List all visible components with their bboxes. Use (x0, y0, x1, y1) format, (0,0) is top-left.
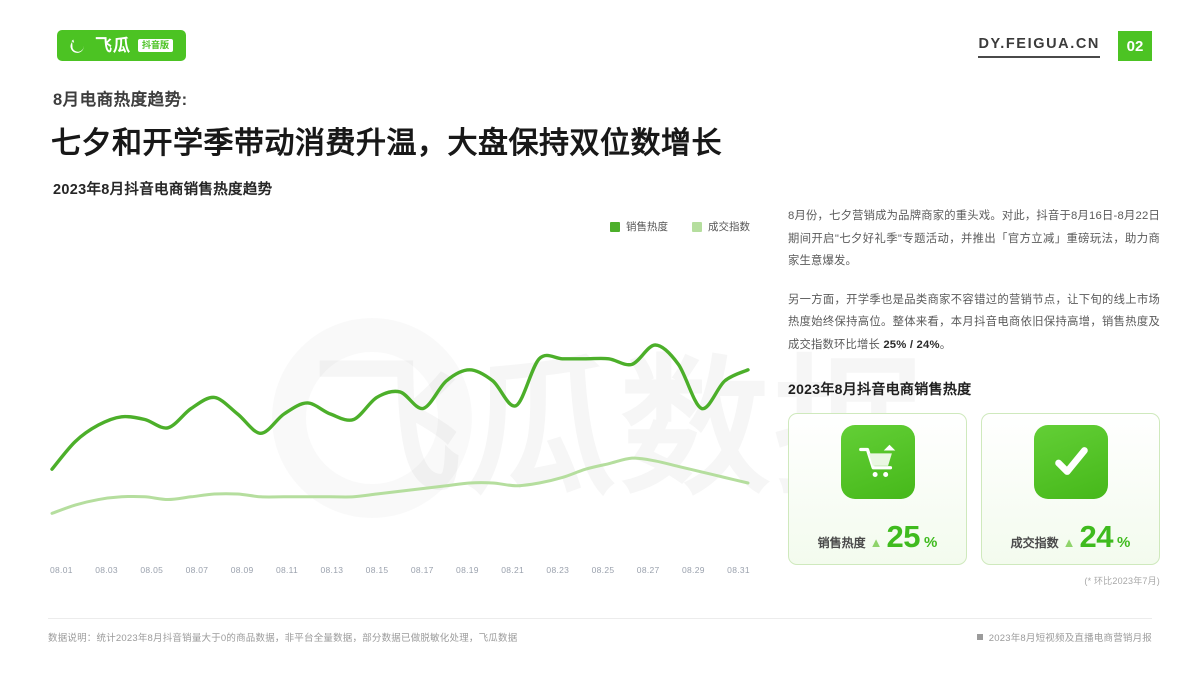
x-axis-tick: 08.13 (320, 565, 344, 575)
kpi-card-index-footer: 成交指数 ▲ 24 % (1011, 521, 1131, 552)
x-axis-tick: 08.21 (501, 565, 525, 575)
kpi-section-title: 2023年8月抖音电商销售热度 (788, 380, 972, 397)
check-mark-icon (1033, 425, 1108, 500)
legend-item-sales[interactable]: 销售热度 (610, 219, 668, 234)
legend-swatch-sales (610, 221, 620, 232)
x-axis-tick: 08.27 (636, 565, 660, 575)
trend-up-arrow-icon: ▲ (1062, 535, 1076, 551)
x-axis-tick: 08.11 (275, 565, 299, 575)
kpi-label-index: 成交指数 (1010, 536, 1059, 551)
bullet-square-icon (976, 634, 983, 640)
kpi-card-sales-footer: 销售热度 ▲ 25 % (818, 521, 938, 552)
footer-report-name: 2023年8月短视频及直播电商营销月报 (976, 630, 1152, 644)
page-title: 七夕和开学季带动消费升温，大盘保持双位数增长 (51, 127, 722, 160)
kpi-unit-sales: % (924, 534, 938, 552)
paragraph-two: 另一方面，开学季也是品类商家不容错过的营销节点，让下旬的线上市场热度始终保持高位… (788, 289, 1160, 357)
kpi-value-sales: 25 (886, 519, 921, 555)
legend-label-index: 成交指数 (708, 221, 750, 233)
side-panel: 8月份，七夕营销成为品牌商家的重头戏。对此，抖音于8月16日-8月22日期间开启… (788, 205, 1160, 587)
footer-note: 数据说明：统计2023年8月抖音销量大于0的商品数据，非平台全量数据，部分数据已… (48, 633, 518, 644)
x-axis-tick: 08.09 (230, 565, 254, 575)
kpi-unit-index: % (1117, 534, 1131, 552)
paragraph-two-pre: 另一方面，开学季也是品类商家不容错过的营销节点，让下旬的线上市场热度始终保持高位… (788, 293, 1160, 351)
kpi-value-index: 24 (1079, 519, 1114, 555)
site-url: DY.FEIGUA.CN (978, 36, 1100, 58)
x-axis-tick: 08.29 (681, 565, 705, 575)
page-number-badge: 02 (1118, 31, 1152, 61)
footer-report-label: 2023年8月短视频及直播电商营销月报 (988, 633, 1152, 644)
logo-badge: 抖音版 (138, 39, 174, 52)
chart-legend: 销售热度 成交指数 (610, 219, 750, 234)
chart-x-axis: 08.01 08.03 08.05 08.07 08.09 08.11 08.13 08.15… (40, 565, 760, 575)
kpi-footnote: (* 环比2023年7月) (1084, 575, 1160, 586)
footer-divider (48, 618, 1152, 619)
growth-highlight: 25% / 24% (883, 338, 940, 351)
feigua-logo[interactable]: 飞瓜 抖音版 (57, 30, 187, 61)
legend-item-index[interactable]: 成交指数 (692, 219, 750, 234)
x-axis-tick: 08.15 (365, 565, 389, 575)
kicker-text: 8月电商热度趋势: (53, 91, 188, 109)
trend-up-arrow-icon: ▲ (869, 535, 883, 551)
chart-line-销售热度 (50, 343, 750, 471)
x-axis-tick: 08.01 (50, 565, 73, 575)
x-axis-tick: 08.25 (591, 565, 615, 575)
kpi-card-sales[interactable]: 销售热度 ▲ 25 % (788, 412, 967, 565)
x-axis-tick: 08.31 (727, 565, 750, 575)
chart-subtitle: 2023年8月抖音电商销售热度趋势 (53, 182, 273, 198)
trend-chart: 销售热度 成交指数 08.01 08.03 08.05 08.07 08.09 08.11… (40, 205, 760, 585)
legend-swatch-index (692, 221, 702, 232)
chart-line-成交指数 (50, 456, 750, 515)
logo-text: 飞瓜 (95, 36, 131, 55)
legend-label-sales: 销售热度 (626, 221, 668, 233)
x-axis-tick: 08.19 (456, 565, 479, 575)
x-axis-tick: 08.23 (546, 565, 570, 575)
kpi-cards: 销售热度 ▲ 25 % 成交指数 ▲ 24 % (788, 412, 1160, 565)
chart-plot-area (50, 343, 750, 515)
x-axis-tick: 08.17 (410, 565, 434, 575)
kpi-card-index[interactable]: 成交指数 ▲ 24 % (981, 412, 1160, 565)
x-axis-tick: 08.05 (140, 565, 164, 575)
x-axis-tick: 08.03 (95, 565, 118, 575)
paragraph-one: 8月份，七夕营销成为品牌商家的重头戏。对此，抖音于8月16日-8月22日期间开启… (788, 210, 1160, 268)
shopping-cart-icon (840, 425, 915, 500)
swoosh-icon (68, 36, 88, 56)
kpi-label-sales: 销售热度 (817, 536, 866, 551)
paragraph-two-post: 。 (939, 338, 952, 351)
x-axis-tick: 08.07 (185, 565, 209, 575)
